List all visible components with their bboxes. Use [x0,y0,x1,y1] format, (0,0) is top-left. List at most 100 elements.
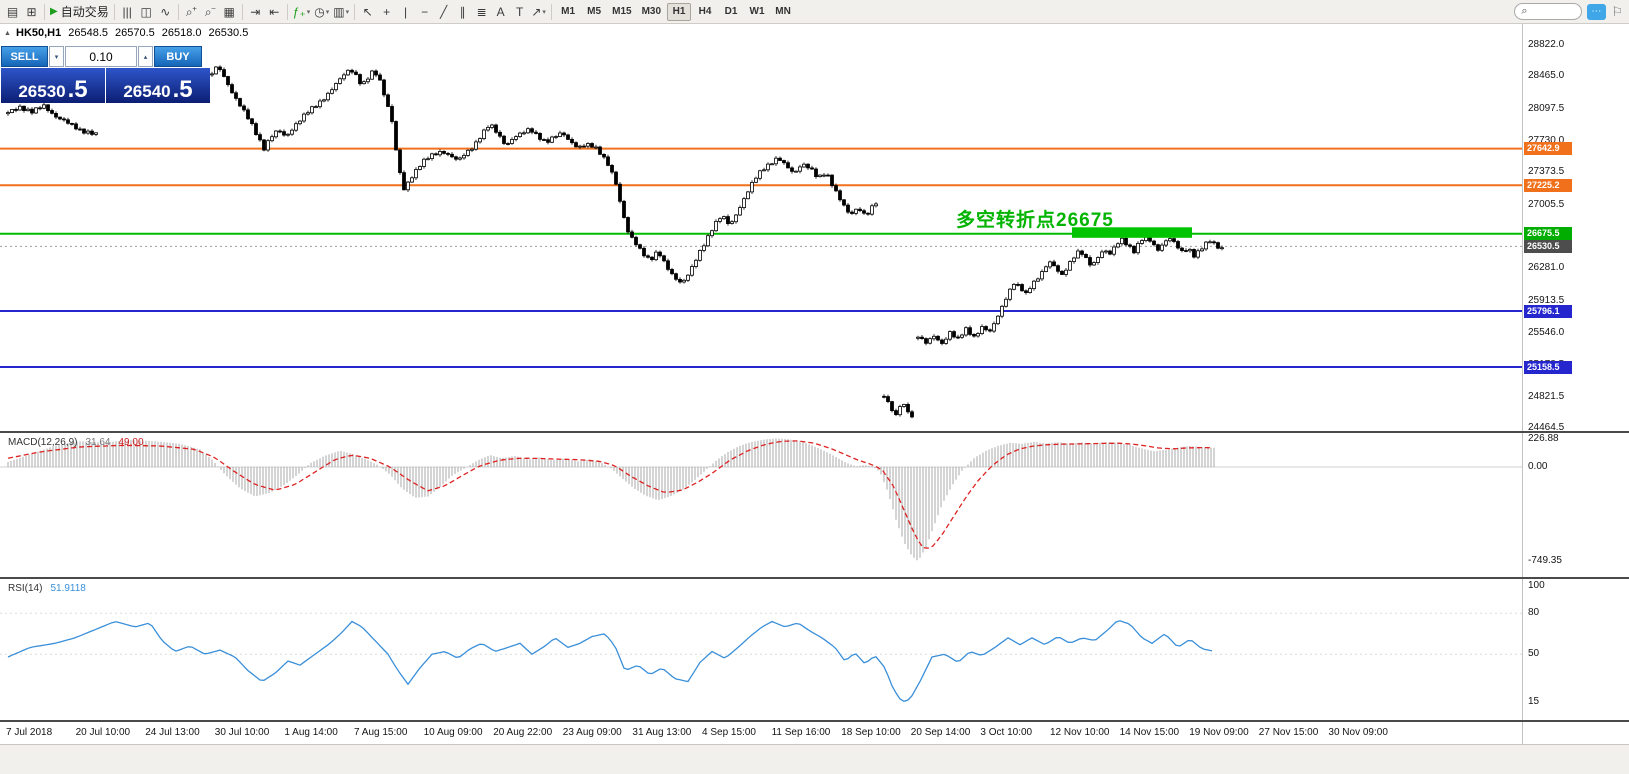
volume-decrease-button[interactable]: ▾ [49,46,64,67]
time-axis-label: 1 Aug 14:00 [284,727,338,738]
time-axis-label: 27 Nov 15:00 [1258,727,1319,738]
horizontal-line-icon: − [421,4,429,19]
alerts-icon[interactable]: ⚐ [1611,3,1623,19]
line-chart-icon[interactable]: ∿ [156,2,175,22]
toolbar-right: ⌕ ⋯ ⚐ [1514,3,1626,20]
cursor-icon[interactable]: ↖ [358,2,377,22]
trendline-icon[interactable]: ╱ [434,2,453,22]
trade-panel-prices: 26530 .5 26540 .5 [1,68,210,103]
new-order-icon[interactable]: ▤ [3,2,22,22]
y-axis-label: 25913.5 [1528,294,1565,306]
pane-divider-macd-rsi[interactable] [0,577,1629,579]
macd-main-value: 31.64 [85,437,111,448]
rsi-indicator-canvas[interactable] [0,579,1522,720]
toolbar-separator [286,3,288,20]
time-axis-label: 20 Sep 14:00 [910,727,971,738]
periods-clock-icon[interactable]: ◷ ▾ [312,2,331,22]
resistance-line-1-tag: 27642.9 [1524,142,1572,156]
crosshair-icon[interactable]: + [377,2,396,22]
dropdown-arrow-icon[interactable]: ▾ [306,8,311,16]
tile-windows-icon: ▦ [223,4,235,19]
y-axis-label: 28822.0 [1528,39,1565,50]
toolbar-separator [551,3,553,20]
bar-chart-icon: ||| [122,4,132,19]
timeframe-m30[interactable]: M30 [641,6,662,17]
auto-scroll-icon[interactable]: ⇥ [246,2,265,22]
arrow-tools-icon[interactable]: ↗ ▾ [529,2,548,22]
chart-close-value: 26530.5 [208,27,249,39]
text-label-icon[interactable]: T [510,2,529,22]
sell-price-display[interactable]: 26530 .5 [1,68,105,103]
pane-divider-main-macd[interactable] [0,431,1629,433]
timeframe-d1[interactable]: D1 [724,6,738,17]
time-axis-label: 30 Jul 10:00 [214,727,270,738]
buy-button[interactable]: BUY [154,46,202,67]
indicators-icon: ƒ₊ [292,4,306,19]
time-axis-label: 14 Nov 15:00 [1119,727,1180,738]
time-axis-label: 7 Aug 15:00 [354,727,408,738]
one-click-trade-panel: SELL ▾ ▴ BUY 26530 .5 26540 .5 [1,46,210,103]
y-axis-label: 27730.0 [1528,135,1565,146]
dropdown-arrow-icon[interactable]: ▾ [345,8,350,16]
templates-icon[interactable]: ▥ ▾ [331,2,351,22]
candlestick-chart-icon[interactable]: ◫ [137,2,156,22]
chart-collapse-icon[interactable]: ▲ [4,30,11,37]
equidistant-channel-icon[interactable]: ∥ [453,2,472,22]
zoom-in-icon[interactable]: ⌕⁺ [182,2,201,22]
time-axis-label: 19 Nov 09:00 [1189,727,1249,738]
timeframe-mn[interactable]: MN [775,6,791,17]
sell-button[interactable]: SELL [1,46,48,67]
timeframe-m1[interactable]: M1 [561,6,576,17]
bar-chart-icon[interactable]: ||| [118,2,137,22]
line-chart-icon: ∿ [160,4,171,19]
rsi-title: RSI(14) [8,583,43,594]
time-axis[interactable]: 7 Jul 2018 20 Jul 10:00 24 Jul 13:00 30 Jul… [0,722,1522,744]
chart-shift-icon: ⇤ [269,4,280,19]
volume-increase-button[interactable]: ▴ [138,46,153,67]
chat-icon[interactable]: ⋯ [1587,3,1607,20]
dropdown-arrow-icon[interactable]: ▾ [325,8,330,16]
main-toolbar: ▤ ⊞ ▶ 自动交易 ||| ◫ ∿ ⌕⁺ ⌕⁻ ▦ ⇥ ⇤ ƒ₊ ▾ ◷ ▾ ▥ ▾ ↖ + | − ╱ ∥ ≣ A T ↗ ▾ M1… [0,0,1629,24]
time-axis-label: 18 Sep 10:00 [841,727,901,738]
macd-label: MACD(12,26,9) 31.64 49.00 [8,437,144,448]
vertical-line-icon: | [404,4,408,19]
equidistant-channel-icon: ∥ [459,4,466,19]
timeframe-m15[interactable]: M15 [612,6,632,17]
pane-divider-rsi-time[interactable] [0,720,1629,722]
vertical-line-icon[interactable]: | [396,2,415,22]
timeframe-h1[interactable]: H1 [667,2,692,21]
charts-layout-icon: ⊞ [26,4,37,19]
templates-icon: ▥ [333,4,345,19]
macd-axis-label: -749.35 [1528,555,1562,566]
chart-low-value: 26518.0 [161,27,202,39]
price-chart-canvas[interactable] [0,24,1522,431]
auto-scroll-icon: ⇥ [250,4,261,19]
time-axis-label: 11 Sep 16:00 [771,727,831,738]
indicators-icon[interactable]: ƒ₊ ▾ [291,2,313,22]
search-box[interactable]: ⌕ [1514,3,1583,20]
buy-price-display[interactable]: 26540 .5 [106,68,210,103]
horizontal-line-icon[interactable]: − [415,2,434,22]
fibonacci-icon[interactable]: ≣ [472,2,491,22]
pivot-annotation-text: 多空转折点26675 [956,210,1114,231]
time-axis-label: 20 Jul 10:00 [75,727,131,738]
macd-indicator-canvas[interactable] [0,433,1522,577]
auto-trading-button[interactable]: ▶ 自动交易 [48,2,111,22]
charts-layout-icon[interactable]: ⊞ [22,2,41,22]
text-icon[interactable]: A [491,2,510,22]
chart-shift-icon[interactable]: ⇤ [265,2,284,22]
tile-windows-icon[interactable]: ▦ [220,2,239,22]
volume-input[interactable] [65,46,137,67]
text-icon: A [496,4,505,19]
search-input[interactable] [1530,6,1571,17]
dropdown-arrow-icon[interactable]: ▾ [542,8,546,16]
sell-price-main: 26530 [18,82,66,101]
timeframe-h4[interactable]: H4 [698,6,712,17]
auto-trading-label: 自动交易 [60,5,109,19]
price-axis[interactable]: 28822.0 28465.0 28097.5 27730.0 27373.5 27005… [1522,24,1629,744]
zoom-out-icon[interactable]: ⌕⁻ [201,2,220,22]
timeframe-m5[interactable]: M5 [587,6,602,17]
timeframe-w1[interactable]: W1 [749,6,765,17]
rsi-value: 51.9118 [50,583,86,594]
